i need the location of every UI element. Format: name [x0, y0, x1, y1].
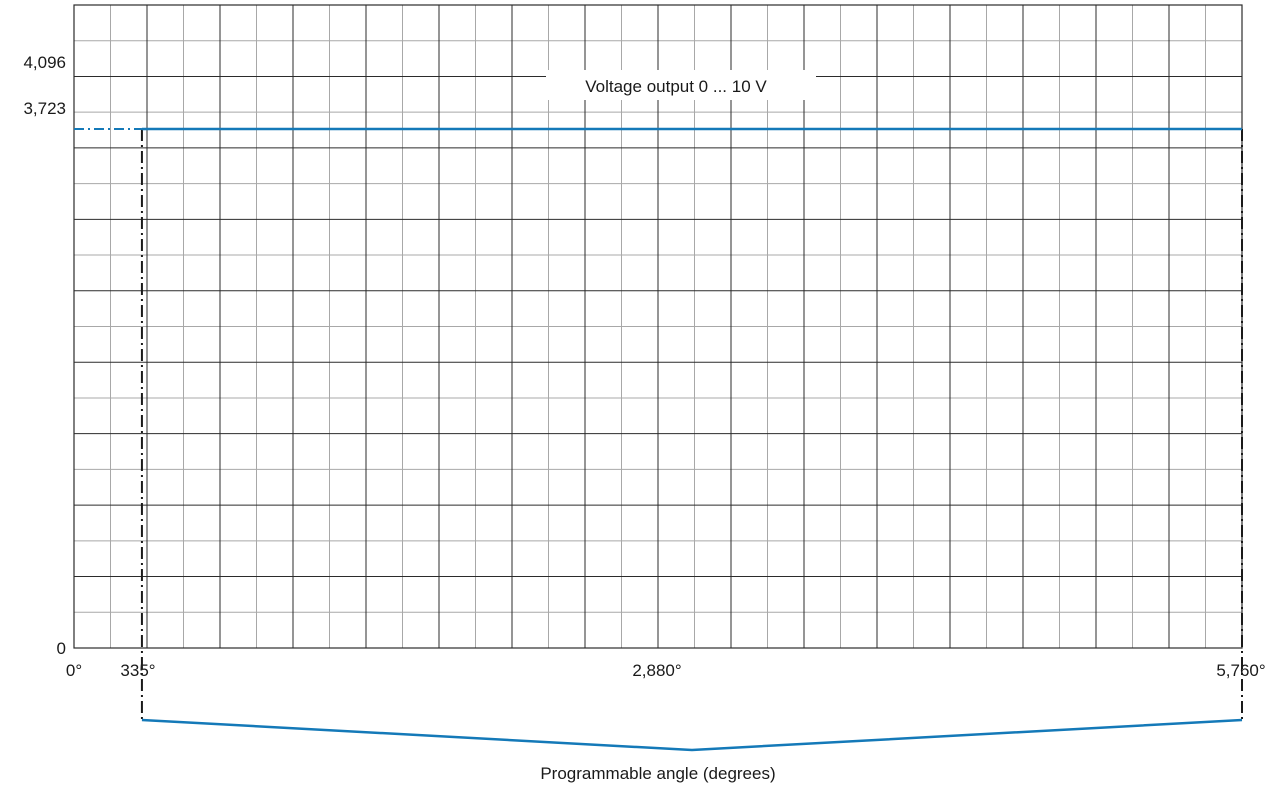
y-tick-label-4096: 4,096 [23, 53, 66, 72]
y-tick-label-0: 0 [57, 639, 66, 658]
x-tick-label-2880: 2,880° [632, 661, 681, 680]
x-tick-label-5760: 5,760° [1216, 661, 1265, 680]
x-axis-label: Programmable angle (degrees) [540, 764, 775, 783]
range-markers [140, 128, 1243, 720]
series-label: Voltage output 0 ... 10 V [585, 77, 767, 96]
plot-frame [73, 4, 1243, 649]
y-tick-label-3723: 3,723 [23, 99, 66, 118]
series-layer [74, 127, 1243, 752]
grid [73, 4, 1243, 649]
x-tick-label-335: 335° [120, 661, 155, 680]
series-label-background [546, 70, 816, 100]
x-tick-label-0: 0° [66, 661, 82, 680]
programmable-range-brace [141, 718, 1243, 752]
